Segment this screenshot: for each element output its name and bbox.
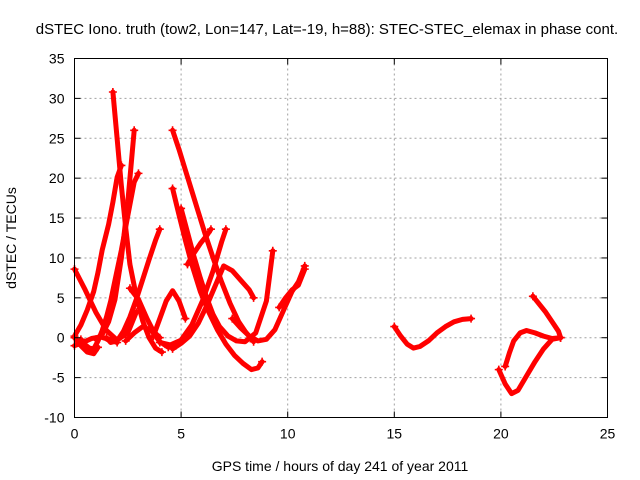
series-line — [110, 89, 165, 355]
axis-ticks: 0 5 10 15 20 25 -10 -5 0 5 10 15 20 25 30 35 — [44, 51, 615, 442]
plot-frame — [74, 58, 608, 418]
x-tick-label: 20 — [493, 426, 509, 442]
plus-marker — [149, 332, 158, 341]
data-series — [528, 292, 565, 342]
data-series — [275, 265, 309, 312]
plus-marker — [155, 225, 164, 234]
series-line — [170, 186, 265, 373]
series-line — [530, 293, 564, 341]
y-tick-label: 35 — [49, 51, 65, 67]
y-tick-label: 20 — [49, 170, 65, 186]
x-tick-label: 10 — [280, 426, 296, 442]
plus-marker — [130, 126, 139, 135]
chart-title: dSTEC Iono. truth (tow2, Lon=147, Lat=-1… — [36, 21, 618, 38]
plus-marker — [183, 260, 192, 269]
plus-marker — [258, 357, 267, 366]
plus-marker — [121, 336, 130, 345]
plus-marker — [275, 303, 284, 312]
plus-marker — [300, 265, 309, 274]
x-tick-label: 5 — [177, 426, 185, 442]
data-series — [155, 225, 230, 348]
y-tick-label: -10 — [44, 410, 64, 426]
series-line — [496, 335, 564, 397]
y-tick-label: 5 — [57, 290, 65, 306]
plus-marker — [157, 348, 166, 357]
plus-marker — [467, 314, 476, 323]
plus-marker — [155, 338, 164, 347]
plus-marker — [528, 292, 537, 301]
y-tick-label: 30 — [49, 90, 65, 106]
y-axis-label: dSTEC / TECUs — [3, 187, 19, 289]
x-axis-label: GPS time / hours of day 241 of year 2011 — [212, 458, 469, 474]
y-tick-label: 10 — [49, 250, 65, 266]
plus-marker — [108, 88, 117, 97]
data-series — [149, 288, 190, 341]
x-tick-label: 0 — [71, 426, 79, 442]
y-tick-label: 15 — [49, 210, 65, 226]
series-line — [276, 266, 308, 310]
series-line — [72, 334, 120, 349]
plus-marker — [181, 314, 190, 323]
plus-marker — [494, 365, 503, 374]
series-line — [185, 226, 214, 267]
plus-marker — [134, 169, 143, 178]
data-marks — [70, 88, 565, 397]
x-tick-label: 25 — [600, 426, 616, 442]
plus-marker — [501, 362, 510, 371]
plus-marker — [206, 225, 215, 234]
plus-marker — [113, 338, 122, 347]
data-series — [390, 314, 476, 351]
data-series — [183, 225, 215, 269]
data-series — [168, 184, 267, 373]
plus-marker — [168, 184, 177, 193]
plus-marker — [221, 225, 230, 234]
data-series — [168, 263, 258, 353]
plus-marker — [268, 246, 277, 255]
series-line — [391, 316, 474, 351]
series-line — [150, 288, 188, 339]
plus-marker — [168, 126, 177, 135]
data-series — [108, 88, 166, 357]
grid — [74, 58, 608, 418]
plus-marker — [168, 344, 177, 353]
series-line — [170, 263, 257, 352]
x-tick-label: 15 — [387, 426, 403, 442]
y-tick-label: -5 — [52, 370, 65, 386]
series-line — [502, 328, 564, 369]
plus-marker — [390, 322, 399, 331]
plus-marker — [249, 293, 258, 302]
series-line — [157, 226, 229, 348]
plus-marker — [125, 284, 134, 293]
y-tick-label: 0 — [57, 330, 65, 346]
plus-marker — [177, 204, 186, 213]
series-line — [72, 162, 124, 339]
plus-marker — [556, 333, 565, 342]
plus-marker — [228, 314, 237, 323]
y-tick-label: 25 — [49, 130, 65, 146]
series-line — [93, 127, 137, 342]
